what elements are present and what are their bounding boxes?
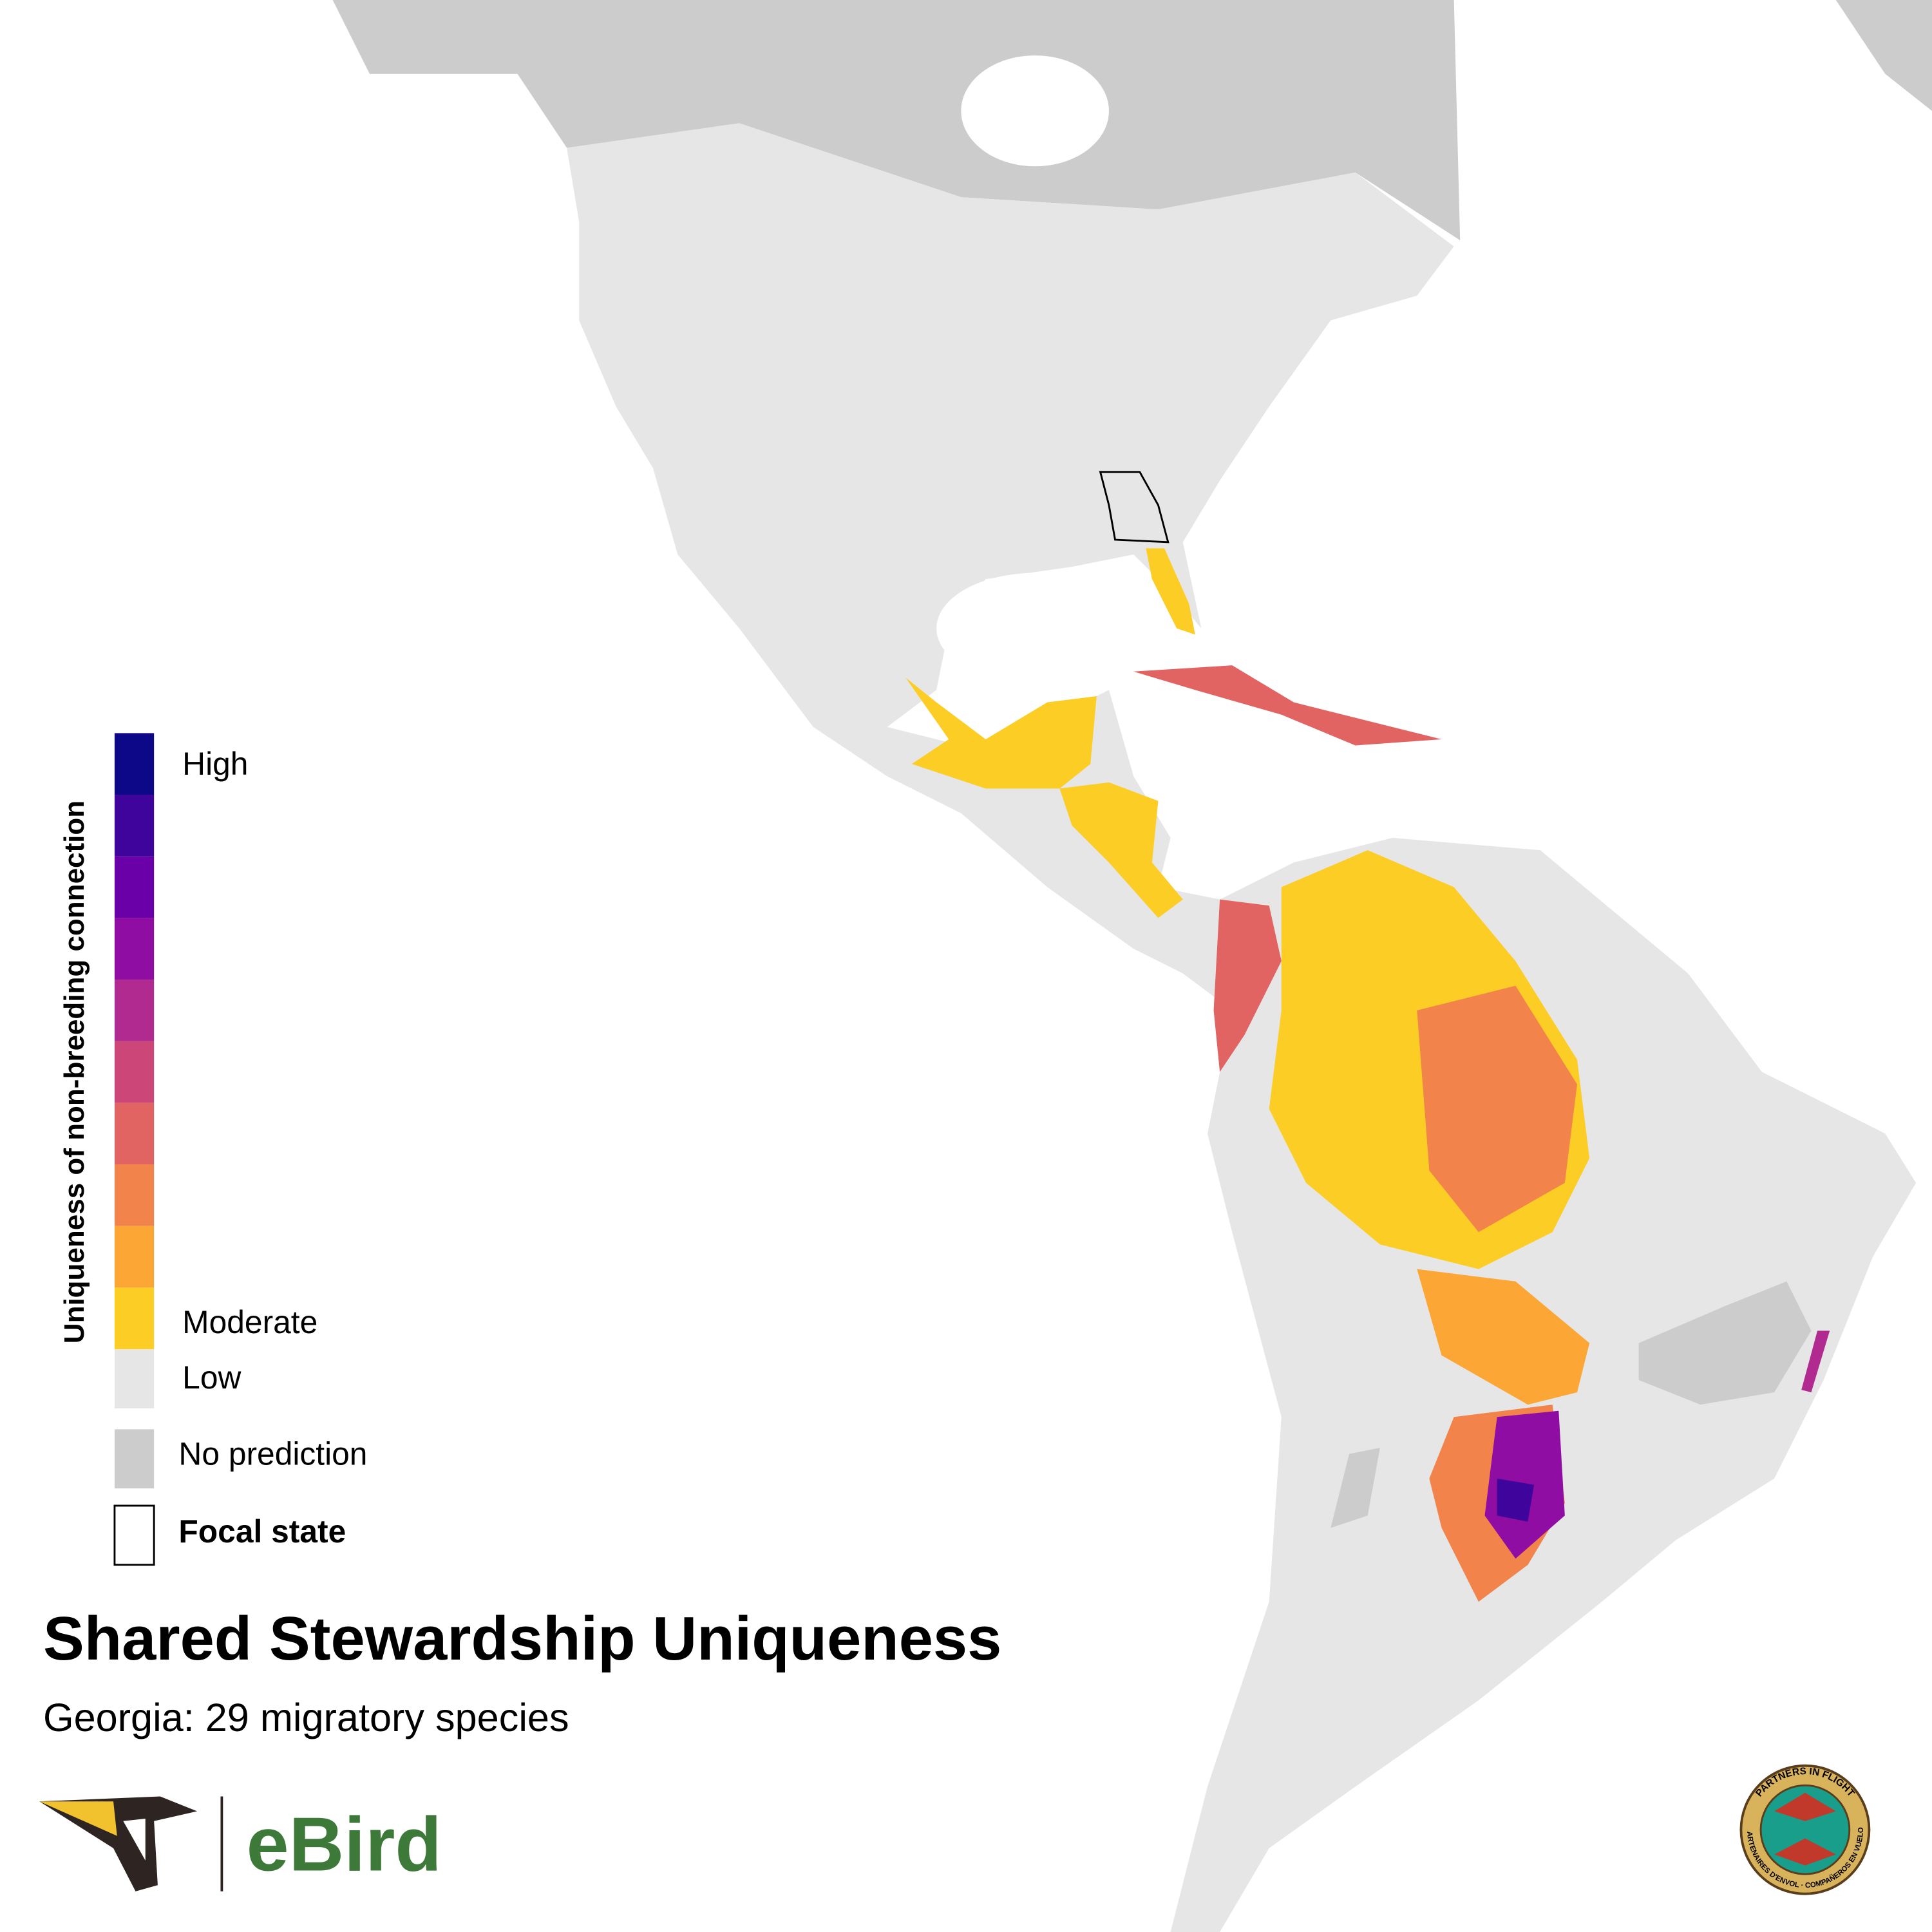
amazon-orange — [1417, 985, 1577, 1233]
title: Shared Stewardship Uniqueness — [43, 1604, 1001, 1673]
mexico-region — [905, 677, 1097, 789]
caribbean-region — [1133, 665, 1442, 746]
legend-high-label: High — [182, 746, 248, 782]
legend-low-label: Low — [182, 1359, 242, 1396]
legend-low-swatch — [114, 1349, 155, 1408]
subtitle: Georgia: 29 migratory species — [43, 1696, 569, 1739]
no-prediction-brazil — [1638, 1281, 1812, 1405]
colombia-coast — [1213, 899, 1282, 1072]
canada-alaska — [332, 0, 1461, 241]
legend-swatch — [114, 733, 155, 795]
no-prediction-andes — [1331, 1448, 1380, 1528]
legend-swatch — [114, 1041, 155, 1103]
legend: Uniqueness of non-breeding connection Hi… — [59, 733, 367, 1566]
legend-swatch — [114, 856, 155, 918]
legend-no-prediction-swatch — [114, 1429, 155, 1489]
focal-state-outline — [1099, 471, 1170, 544]
legend-swatch — [114, 1226, 155, 1288]
gulf-of-mexico — [936, 573, 1134, 684]
basemap — [332, 0, 1932, 1932]
greenland — [1835, 0, 1932, 111]
logo-text: eBird — [247, 1802, 442, 1887]
legend-title: Uniqueness of non-breeding connection — [59, 800, 90, 1343]
central-america-region — [1059, 782, 1183, 918]
legend-swatch — [114, 980, 155, 1041]
seal-bird-bottom — [1774, 1838, 1836, 1866]
legend-swatch — [114, 795, 155, 857]
logo-bird-head — [39, 1796, 198, 1891]
legend-no-prediction-label: No prediction — [178, 1436, 367, 1472]
hudson-bay — [961, 55, 1109, 167]
legend-swatch — [114, 1164, 155, 1226]
legend-swatch — [114, 1103, 155, 1165]
brazil-coast — [1801, 1331, 1830, 1392]
logo-bird-yellow — [39, 1801, 117, 1836]
seal-bird-top — [1774, 1792, 1836, 1821]
chaco-region — [1417, 1269, 1590, 1405]
legend-focal-swatch — [113, 1504, 155, 1566]
logo-bird-cheek — [123, 1818, 146, 1861]
legend-swatch — [114, 1287, 155, 1350]
legend-focal-label: Focal state — [178, 1513, 346, 1549]
legend-swatch — [114, 918, 155, 980]
pampas-high — [1497, 1478, 1535, 1522]
ebird-logo: eBird — [39, 1796, 442, 1891]
legend-moderate-label: Moderate — [182, 1304, 317, 1340]
florida-region — [1146, 548, 1195, 635]
